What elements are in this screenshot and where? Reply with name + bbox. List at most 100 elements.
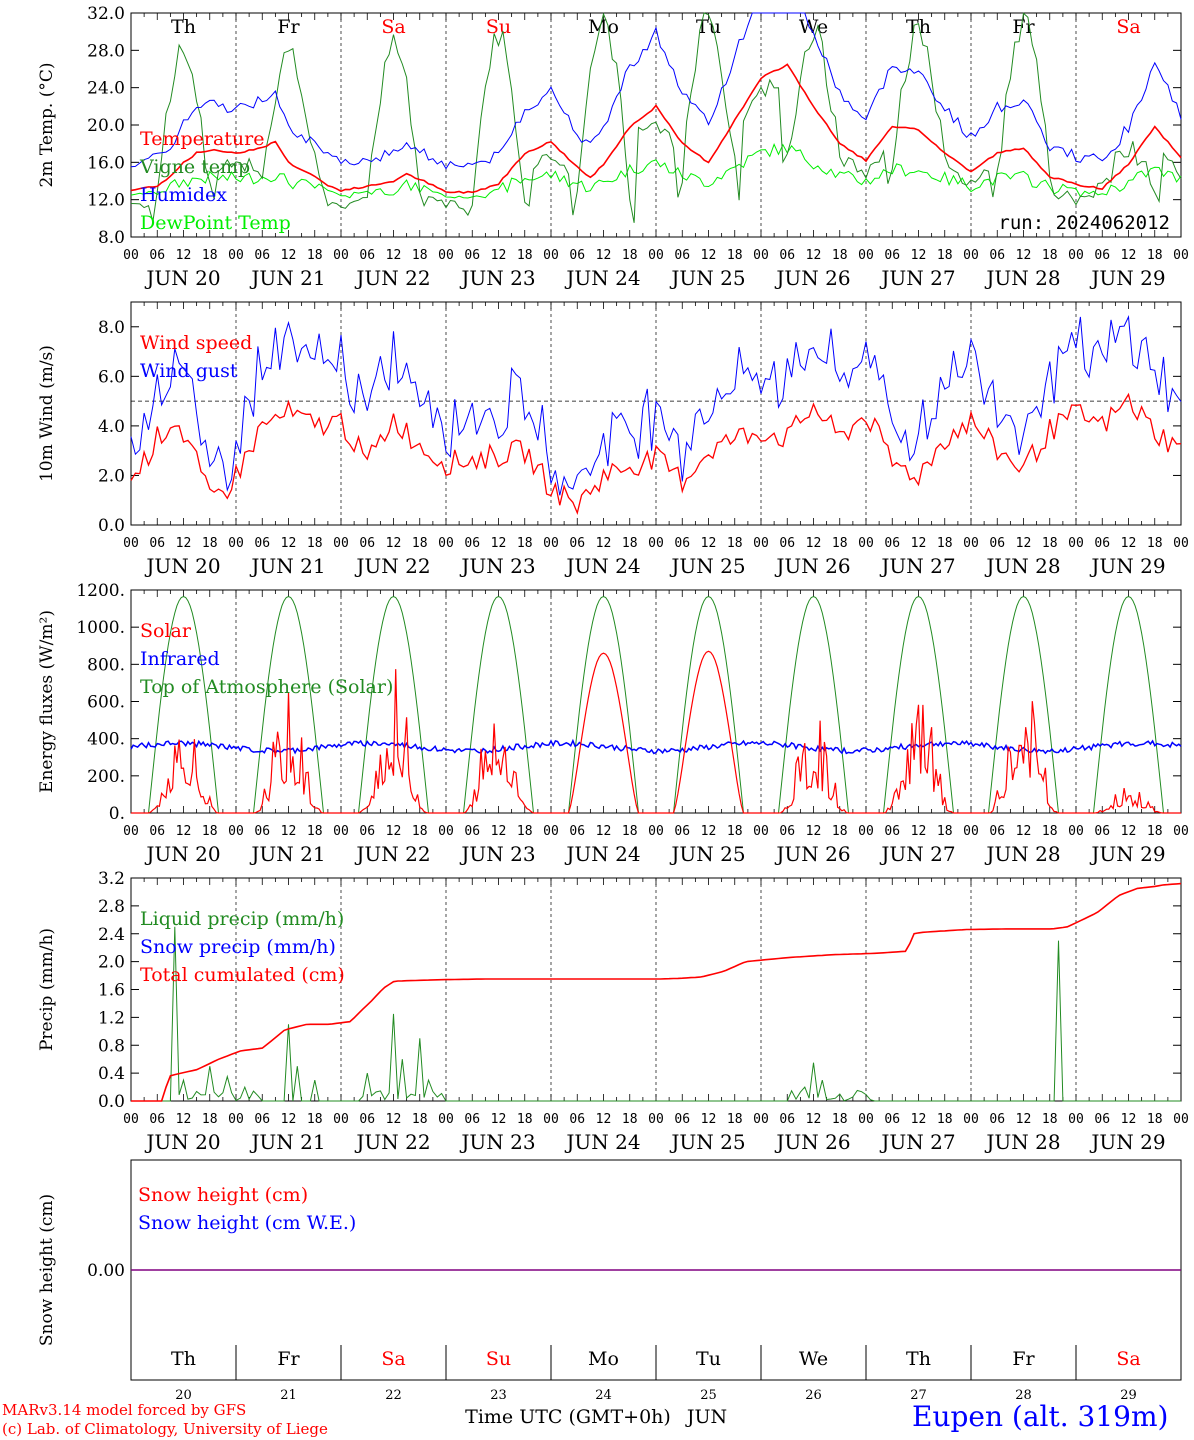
hour-tick-label: 06 [464, 1112, 480, 1127]
hour-tick-label: 12 [281, 248, 297, 263]
hour-tick-label: 00 [228, 1112, 244, 1127]
hour-tick-label: 00 [543, 248, 559, 263]
legend-snow-height-cm-w-e-: Snow height (cm W.E.) [138, 1212, 356, 1234]
hour-tick-label: 18 [832, 248, 848, 263]
hour-tick-label: 18 [412, 248, 428, 263]
hour-tick-label: 12 [1121, 248, 1137, 263]
y-axis-label: 2m Temp. (°C) [37, 62, 57, 187]
legend-vigne-temp: Vigne temp [139, 156, 250, 178]
hour-tick-label: 18 [517, 1112, 533, 1127]
hour-tick-label: 18 [832, 536, 848, 551]
hour-tick-label: 12 [701, 824, 717, 839]
y-tick-label: 24.0 [87, 79, 125, 99]
hour-tick-label: 12 [1016, 824, 1032, 839]
y-tick-label: 8.0 [98, 318, 125, 338]
hour-tick-label: 18 [517, 248, 533, 263]
date-label: JUN 25 [669, 842, 745, 866]
hour-tick-label: 12 [596, 248, 612, 263]
hour-tick-label: 12 [1121, 536, 1137, 551]
y-tick-label: 32.0 [87, 4, 125, 24]
y-tick-label: 800. [87, 655, 125, 675]
hour-tick-label: 12 [176, 824, 192, 839]
hour-tick-label: 18 [1147, 536, 1163, 551]
hour-tick-label: 00 [858, 248, 874, 263]
hour-tick-label: 00 [753, 248, 769, 263]
temperature-line [130, 63, 1182, 194]
y-tick-label: 2.4 [98, 925, 125, 945]
hour-tick-label: 12 [596, 824, 612, 839]
humidex-line [130, 12, 1182, 170]
y-tick-label: 200. [87, 767, 125, 787]
hour-tick-label: 06 [884, 536, 900, 551]
weekday-label: Su [486, 1348, 511, 1370]
legend-dewpoint-temp: DewPoint Temp [140, 212, 291, 234]
wind-speed-line [130, 392, 1182, 515]
hour-tick-label: 18 [307, 1112, 323, 1127]
hour-tick-label: 12 [176, 536, 192, 551]
hour-tick-label: 18 [1042, 1112, 1058, 1127]
date-label: JUN 25 [669, 1130, 745, 1154]
hour-tick-label: 06 [254, 1112, 270, 1127]
weekday-label: Tu [696, 1348, 721, 1370]
hour-tick-label: 06 [674, 248, 690, 263]
y-tick-label: 1200. [76, 581, 125, 601]
hour-tick-label: 00 [333, 1112, 349, 1127]
date-label: JUN 27 [879, 1130, 955, 1154]
date-label: JUN 23 [459, 266, 535, 290]
wind-gust-line [130, 315, 1182, 496]
hour-tick-label: 18 [202, 1112, 218, 1127]
hour-tick-label: 00 [228, 248, 244, 263]
date-label: JUN 25 [669, 554, 745, 578]
hour-tick-label: 00 [123, 536, 139, 551]
hour-tick-label: 18 [622, 536, 638, 551]
hour-tick-label: 18 [1147, 824, 1163, 839]
hour-tick-label: 06 [674, 1112, 690, 1127]
date-label: JUN 26 [774, 842, 850, 866]
hour-tick-label: 00 [438, 1112, 454, 1127]
hour-tick-label: 06 [674, 824, 690, 839]
weekday-label: Th [906, 1348, 931, 1370]
weekday-label: Mo [588, 16, 619, 38]
hour-tick-label: 12 [1121, 1112, 1137, 1127]
weekday-label: Sa [1116, 16, 1140, 38]
hour-tick-label: 06 [989, 824, 1005, 839]
date-label: JUN 26 [774, 554, 850, 578]
hour-tick-label: 12 [491, 536, 507, 551]
hour-tick-label: 00 [1173, 824, 1189, 839]
y-tick-label: 1.2 [98, 1008, 125, 1028]
hour-tick-label: 06 [464, 824, 480, 839]
hour-tick-label: 06 [359, 824, 375, 839]
month-label: JUN [685, 1406, 727, 1428]
hour-tick-label: 18 [622, 248, 638, 263]
date-label: JUN 27 [879, 266, 955, 290]
hour-tick-label: 06 [254, 536, 270, 551]
legend-wind-gust: Wind gust [140, 360, 238, 382]
date-label: JUN 23 [459, 1130, 535, 1154]
date-label: JUN 21 [249, 554, 325, 578]
hour-tick-label: 12 [596, 1112, 612, 1127]
y-tick-label: 0. [109, 804, 125, 824]
panel-frame-2 [130, 301, 1182, 526]
day-number-label: 27 [910, 1388, 927, 1403]
hour-tick-label: 12 [491, 248, 507, 263]
hour-tick-label: 12 [176, 1112, 192, 1127]
hour-tick-label: 18 [307, 536, 323, 551]
hour-tick-label: 12 [1016, 536, 1032, 551]
weekday-label: Sa [1116, 1348, 1140, 1370]
hour-tick-label: 12 [701, 248, 717, 263]
hour-tick-label: 06 [149, 536, 165, 551]
hour-tick-label: 18 [832, 1112, 848, 1127]
hour-tick-label: 12 [1016, 248, 1032, 263]
hour-tick-label: 06 [149, 248, 165, 263]
day-number-label: 20 [175, 1388, 192, 1403]
hour-tick-label: 18 [307, 248, 323, 263]
hour-tick-label: 18 [412, 536, 428, 551]
y-tick-label: 0.4 [98, 1064, 125, 1084]
hour-tick-label: 18 [622, 1112, 638, 1127]
hour-tick-label: 06 [254, 824, 270, 839]
hour-tick-label: 06 [779, 1112, 795, 1127]
hour-tick-label: 00 [753, 536, 769, 551]
y-tick-label: 3.2 [98, 869, 125, 889]
legend-total-cumulated-cm-: Total cumulated (cm) [140, 964, 345, 986]
